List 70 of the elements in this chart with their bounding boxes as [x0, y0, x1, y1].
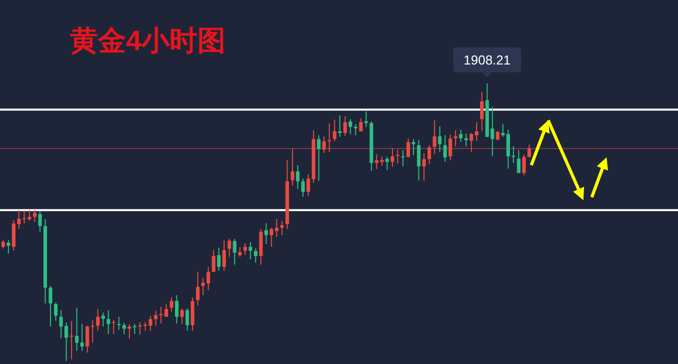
candlestick	[438, 126, 442, 152]
candlestick	[54, 302, 58, 322]
candlestick	[112, 320, 116, 335]
candlestick	[38, 210, 42, 232]
candlestick	[343, 116, 347, 136]
candlestick	[180, 308, 184, 325]
candlestick	[264, 222, 268, 245]
candlestick	[385, 156, 389, 171]
candlestick	[170, 296, 174, 312]
candlestick	[106, 310, 110, 335]
candlestick	[296, 164, 300, 190]
candlestick	[274, 218, 278, 238]
candlestick	[32, 210, 37, 222]
candlestick	[138, 322, 142, 336]
candlestick	[301, 178, 305, 198]
candlestick	[154, 310, 158, 326]
candlestick	[390, 148, 394, 168]
candlestick	[401, 150, 405, 167]
candlestick	[117, 316, 121, 330]
candlestick	[416, 140, 421, 181]
candlestick	[348, 118, 352, 135]
candlestick	[75, 307, 79, 352]
chart-title: 黄金4小时图	[69, 25, 226, 56]
candlestick	[90, 320, 94, 344]
candlestick	[254, 248, 258, 264]
candlestick	[232, 238, 236, 266]
candlestick	[185, 308, 190, 332]
candlestick	[522, 154, 526, 176]
candlestick	[470, 132, 474, 152]
candlestick	[290, 148, 294, 186]
candlestick	[317, 134, 321, 182]
candlestick	[270, 227, 274, 248]
candlestick	[101, 312, 105, 328]
candlestick	[174, 294, 179, 324]
candlestick	[406, 138, 410, 158]
candlestick	[396, 149, 400, 164]
annotation: 1908.21	[464, 52, 511, 68]
candlestick	[332, 119, 336, 142]
candlestick	[427, 144, 432, 165]
candlestick	[516, 150, 520, 174]
candlestick	[412, 138, 416, 156]
candlestick	[6, 240, 10, 254]
candlestick	[354, 124, 358, 136]
candlestick	[448, 134, 452, 161]
candlestick	[459, 129, 463, 142]
candlestick	[454, 130, 458, 147]
candlestick	[322, 136, 326, 154]
candlestick	[196, 272, 200, 306]
candlestick	[122, 322, 126, 335]
candlestick	[48, 285, 52, 328]
candlestick	[359, 118, 363, 132]
candlestick	[86, 325, 90, 354]
candlestick	[96, 308, 100, 332]
candlestick	[422, 153, 426, 182]
candlestick	[280, 220, 284, 236]
candlestick	[527, 144, 532, 158]
candlestick	[432, 120, 436, 155]
candlestick	[222, 240, 226, 272]
candlestick	[212, 250, 216, 273]
candlestick	[132, 324, 136, 335]
candlestick	[480, 91, 484, 132]
candlestick	[80, 324, 84, 352]
candlestick	[217, 247, 221, 272]
candlestick	[238, 246, 242, 258]
candlestick	[228, 238, 232, 258]
candlestick	[496, 130, 500, 141]
candlestick	[70, 320, 74, 360]
candlestick	[443, 134, 447, 162]
candlestick	[328, 123, 332, 152]
annotation: 1908.21	[453, 47, 522, 78]
